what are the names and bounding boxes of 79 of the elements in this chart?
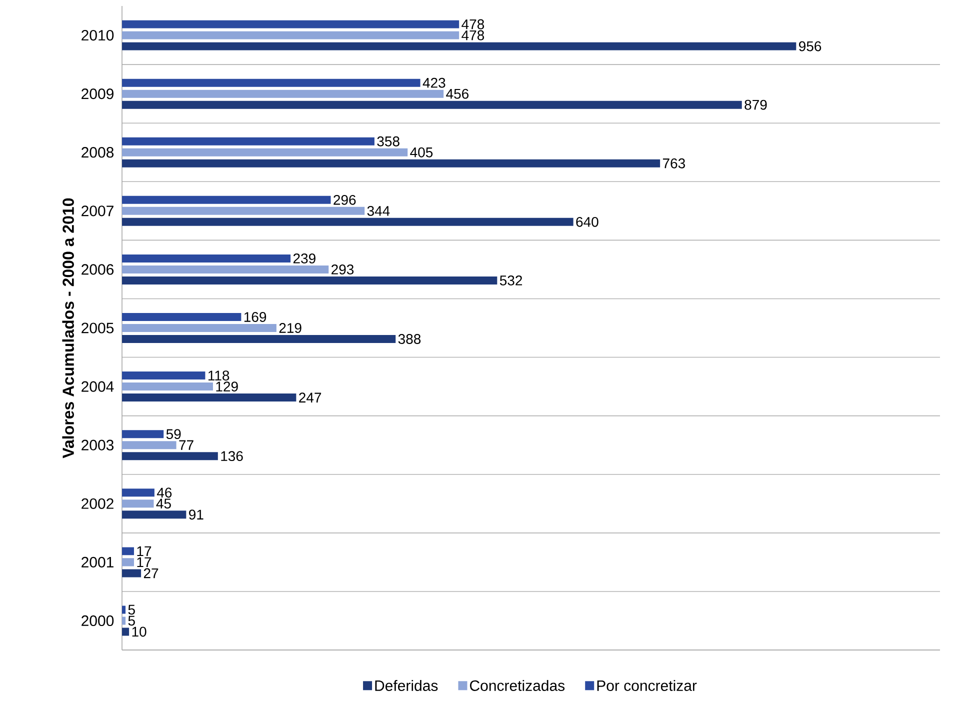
data-label: 129 [216,382,238,392]
data-label: 27 [144,568,158,578]
data-label: 5 [128,604,135,615]
bar [122,547,134,556]
data-label: 956 [799,41,822,52]
data-label: 91 [189,510,204,520]
data-label: 296 [334,194,356,205]
legend-label: Deferidas [375,680,438,691]
bar [122,42,796,50]
y-tick-label: 2009 [82,88,114,100]
bar [122,254,291,262]
bar [122,628,130,636]
bar [122,452,218,460]
data-label: 59 [166,429,181,440]
data-label: 478 [462,19,484,30]
bar [122,488,154,497]
data-label: 46 [156,488,172,498]
data-label: 405 [410,147,433,158]
y-tick-label: 2001 [82,556,114,568]
bar [122,313,242,322]
data-label: 763 [662,158,685,168]
y-tick-label: 2006 [82,264,114,275]
bar [122,324,276,332]
bar [122,265,329,274]
data-label: 77 [179,440,194,450]
bar [122,100,742,109]
bar [122,148,408,156]
data-label: 456 [446,88,468,99]
bar [122,206,365,215]
y-tick-label: 2003 [82,440,114,450]
bar [122,372,206,380]
data-label: 169 [244,312,266,322]
data-label: 344 [367,206,390,216]
data-label: 5 [128,616,135,626]
data-label: 388 [398,334,421,344]
bar [122,276,498,284]
data-label: 293 [332,264,354,274]
data-label: 532 [500,275,522,286]
data-label: 423 [422,78,446,88]
y-tick-label: 2008 [82,147,114,158]
data-label: 239 [293,253,316,264]
y-tick-label: 2004 [82,381,114,392]
legend-label: Concretizadas [470,680,565,691]
bar [122,558,134,566]
bar [122,382,213,391]
bar [122,196,331,204]
y-axis-title: Valores Acumulados - 2000 a 2010 [62,198,74,458]
bar [122,159,660,168]
bar [122,441,176,450]
bar [122,218,574,226]
bar [122,335,396,344]
bar [122,78,420,87]
bar [122,569,142,578]
bar [122,137,374,146]
bar [122,20,460,28]
data-label: 118 [208,370,230,381]
data-label: 640 [576,216,598,227]
y-tick-label: 2007 [82,206,114,216]
data-label: 10 [132,626,146,637]
data-label: 136 [221,451,243,462]
data-label: 17 [137,557,152,568]
bar [122,510,186,519]
bar [122,90,444,98]
data-label: 17 [137,546,152,556]
data-label: 879 [744,100,767,110]
legend-label: Por concretizar [597,680,697,691]
bar [122,430,164,438]
data-label: 219 [279,323,302,333]
y-tick-label: 2010 [82,30,114,41]
data-label: 358 [377,136,400,146]
bar [122,31,460,40]
y-tick-label: 2005 [82,322,114,334]
data-label: 247 [299,392,322,402]
y-tick-label: 2000 [82,615,114,626]
y-tick-label: 2002 [82,498,114,509]
bar [122,394,296,402]
bar [122,500,154,508]
data-label: 478 [462,30,484,40]
data-label: 45 [156,498,171,509]
